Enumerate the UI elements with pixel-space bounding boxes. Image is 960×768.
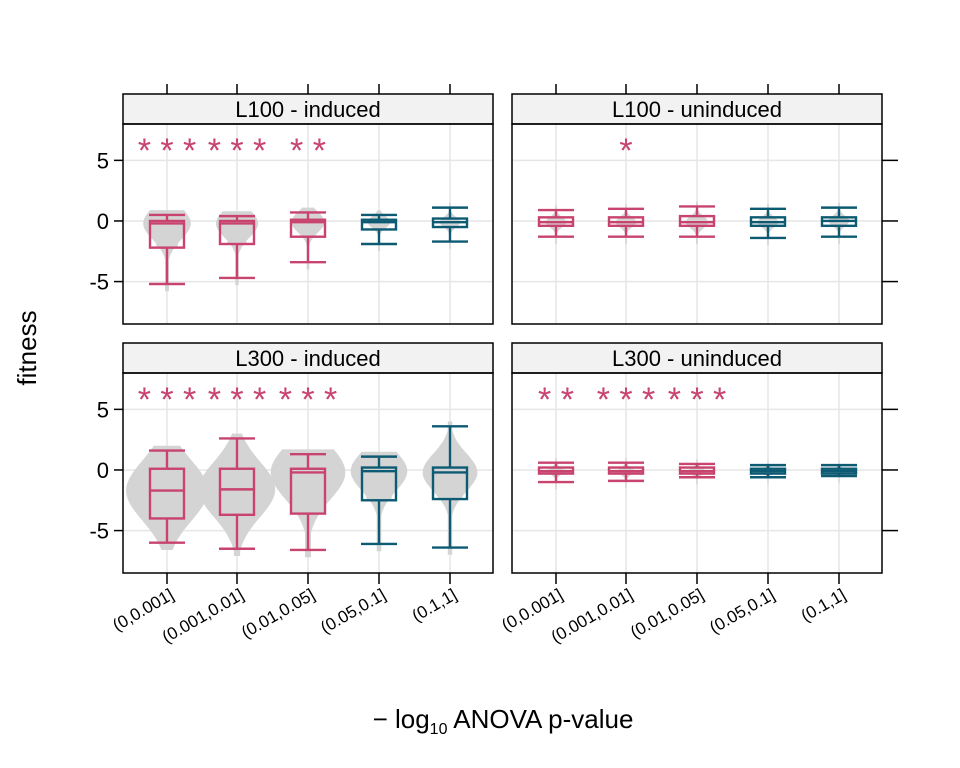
significance-label-l300-uninduced-2: * * * <box>668 381 727 419</box>
box-l100-uninduced-0 <box>537 208 575 238</box>
box-l300-induced-1 <box>218 437 256 550</box>
panel-frame-l100-induced <box>122 123 494 325</box>
box-l100-induced-3 <box>360 213 398 246</box>
x-tick-label-l300-induced-3: (0.05,0.1] <box>317 585 389 637</box>
panel-title-l300-uninduced: L300 - uninduced <box>612 346 782 371</box>
significance-label-l100-induced-2: * * <box>290 132 326 170</box>
x-tick-label-l300-induced-4: (0.1,1] <box>409 585 460 626</box>
x-axis-label-suffix: ANOVA p-value <box>447 704 633 734</box>
box-l100-induced-0 <box>148 213 186 286</box>
strip-l300-induced <box>122 342 494 374</box>
panel-frame-l100-uninduced <box>511 123 883 325</box>
violin-l300-induced-4 <box>422 421 478 555</box>
significance-label-l300-induced-0: * * * <box>138 381 197 419</box>
box-l100-uninduced-2 <box>678 205 716 238</box>
x-tick-label-l300-induced-2: (0.01,0.05] <box>238 585 318 642</box>
box-l300-induced-3 <box>360 455 398 546</box>
x-tick-label-l300-uninduced-3: (0.05,0.1] <box>706 585 778 637</box>
significance-label-l300-induced-1: * * * <box>208 381 267 419</box>
y-tick-label-l300-induced--5: -5 <box>89 519 109 544</box>
y-tick-label-l300-induced-5: 5 <box>97 397 109 422</box>
box-l300-uninduced-4 <box>820 463 858 478</box>
significance-label-l300-uninduced-1: * * * <box>597 381 656 419</box>
significance-label-l300-induced-2: * * * <box>279 381 338 419</box>
x-axis-label: − log10 ANOVA p-value <box>373 704 634 738</box>
significance-label-l100-uninduced-1: * <box>619 132 632 170</box>
box-l300-induced-2 <box>289 453 327 552</box>
violin-l100-induced-4 <box>439 202 461 249</box>
x-tick-label-l300-uninduced-4: (0.1,1] <box>798 585 849 626</box>
box-l300-uninduced-2 <box>678 462 716 479</box>
violin-l100-uninduced-4 <box>828 202 850 244</box>
panel-title-l100-uninduced: L100 - uninduced <box>612 97 782 122</box>
x-tick-label-l300-uninduced-2: (0.01,0.05] <box>627 585 707 642</box>
box-l100-induced-1 <box>218 214 256 280</box>
panel-title-l100-induced: L100 - induced <box>235 97 381 122</box>
y-axis-label: fitness <box>12 310 42 385</box>
box-l100-induced-2 <box>289 211 327 264</box>
box-l100-uninduced-3 <box>749 207 787 240</box>
box-l300-uninduced-1 <box>607 461 645 483</box>
box-l300-uninduced-3 <box>749 463 787 479</box>
box-l100-uninduced-4 <box>820 206 858 238</box>
x-axis-label-prefix: − log <box>373 704 430 734</box>
x-axis-label-subscript: 10 <box>430 721 448 738</box>
box-l100-induced-4 <box>431 206 469 243</box>
box-l300-induced-0 <box>148 449 186 544</box>
strip-l100-induced <box>122 93 494 125</box>
y-tick-label-l300-induced-0: 0 <box>97 458 109 483</box>
violin-l300-induced-0 <box>126 445 208 550</box>
y-tick-label-l100-induced-5: 5 <box>97 148 109 173</box>
significance-label-l100-induced-1: * * * <box>208 132 267 170</box>
panel-title-l300-induced: L300 - induced <box>235 346 381 371</box>
y-tick-label-l100-induced--5: -5 <box>89 270 109 295</box>
box-l300-induced-4 <box>431 425 469 549</box>
significance-label-l300-uninduced-0: * * <box>538 381 574 419</box>
violin-l300-uninduced-3 <box>760 460 776 485</box>
box-l300-uninduced-0 <box>537 461 575 484</box>
violin-l300-induced-2 <box>270 449 346 558</box>
violin-l300-induced-1 <box>198 433 276 556</box>
violin-l100-uninduced-0 <box>545 205 567 244</box>
box-l100-uninduced-1 <box>607 207 645 238</box>
y-tick-label-l100-induced-0: 0 <box>97 209 109 234</box>
violin-l100-uninduced-1 <box>615 204 637 244</box>
significance-label-l100-induced-0: * * * <box>138 132 197 170</box>
violin-l100-uninduced-3 <box>757 204 779 246</box>
